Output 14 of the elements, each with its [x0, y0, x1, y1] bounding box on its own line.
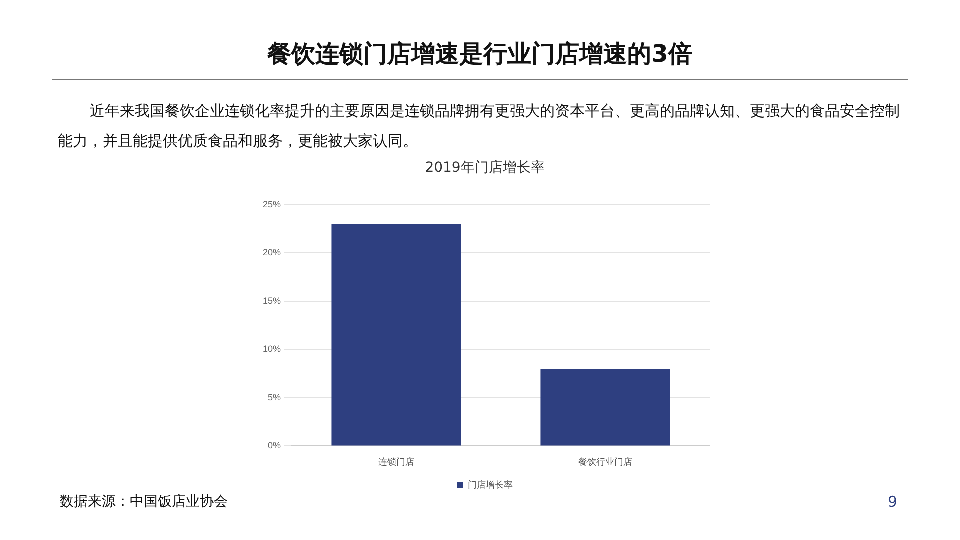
- source-note: 数据来源：中国饭店业协会: [60, 493, 228, 511]
- x-tick-label: 餐饮行业门店: [578, 457, 633, 468]
- x-tick-label: 连锁门店: [378, 457, 415, 468]
- y-tick-label: 20%: [263, 248, 282, 258]
- chart-subtitle: 2019年门店增长率: [425, 160, 545, 176]
- chart-title: 餐饮连锁门店增速是行业门店增速的3倍: [266, 39, 694, 70]
- text: 近年来我国餐饮企业连锁化率提升的主要原因是连锁品牌拥有更强大的资本平台、更高的品牌认知、更强大的食品安全控制能力，并且能提供优质食品和服务，更能被大家认同。: [58, 101, 901, 152]
- y-tick-label: 10%: [263, 344, 282, 354]
- legend-label: 门店增长率: [468, 480, 513, 490]
- y-tick-label: 15%: [263, 296, 282, 306]
- y-tick-label: 5%: [268, 392, 282, 402]
- y-tick-label: 0%: [268, 440, 282, 451]
- text: 9: [888, 493, 898, 511]
- y-tick-label: 25%: [263, 199, 282, 210]
